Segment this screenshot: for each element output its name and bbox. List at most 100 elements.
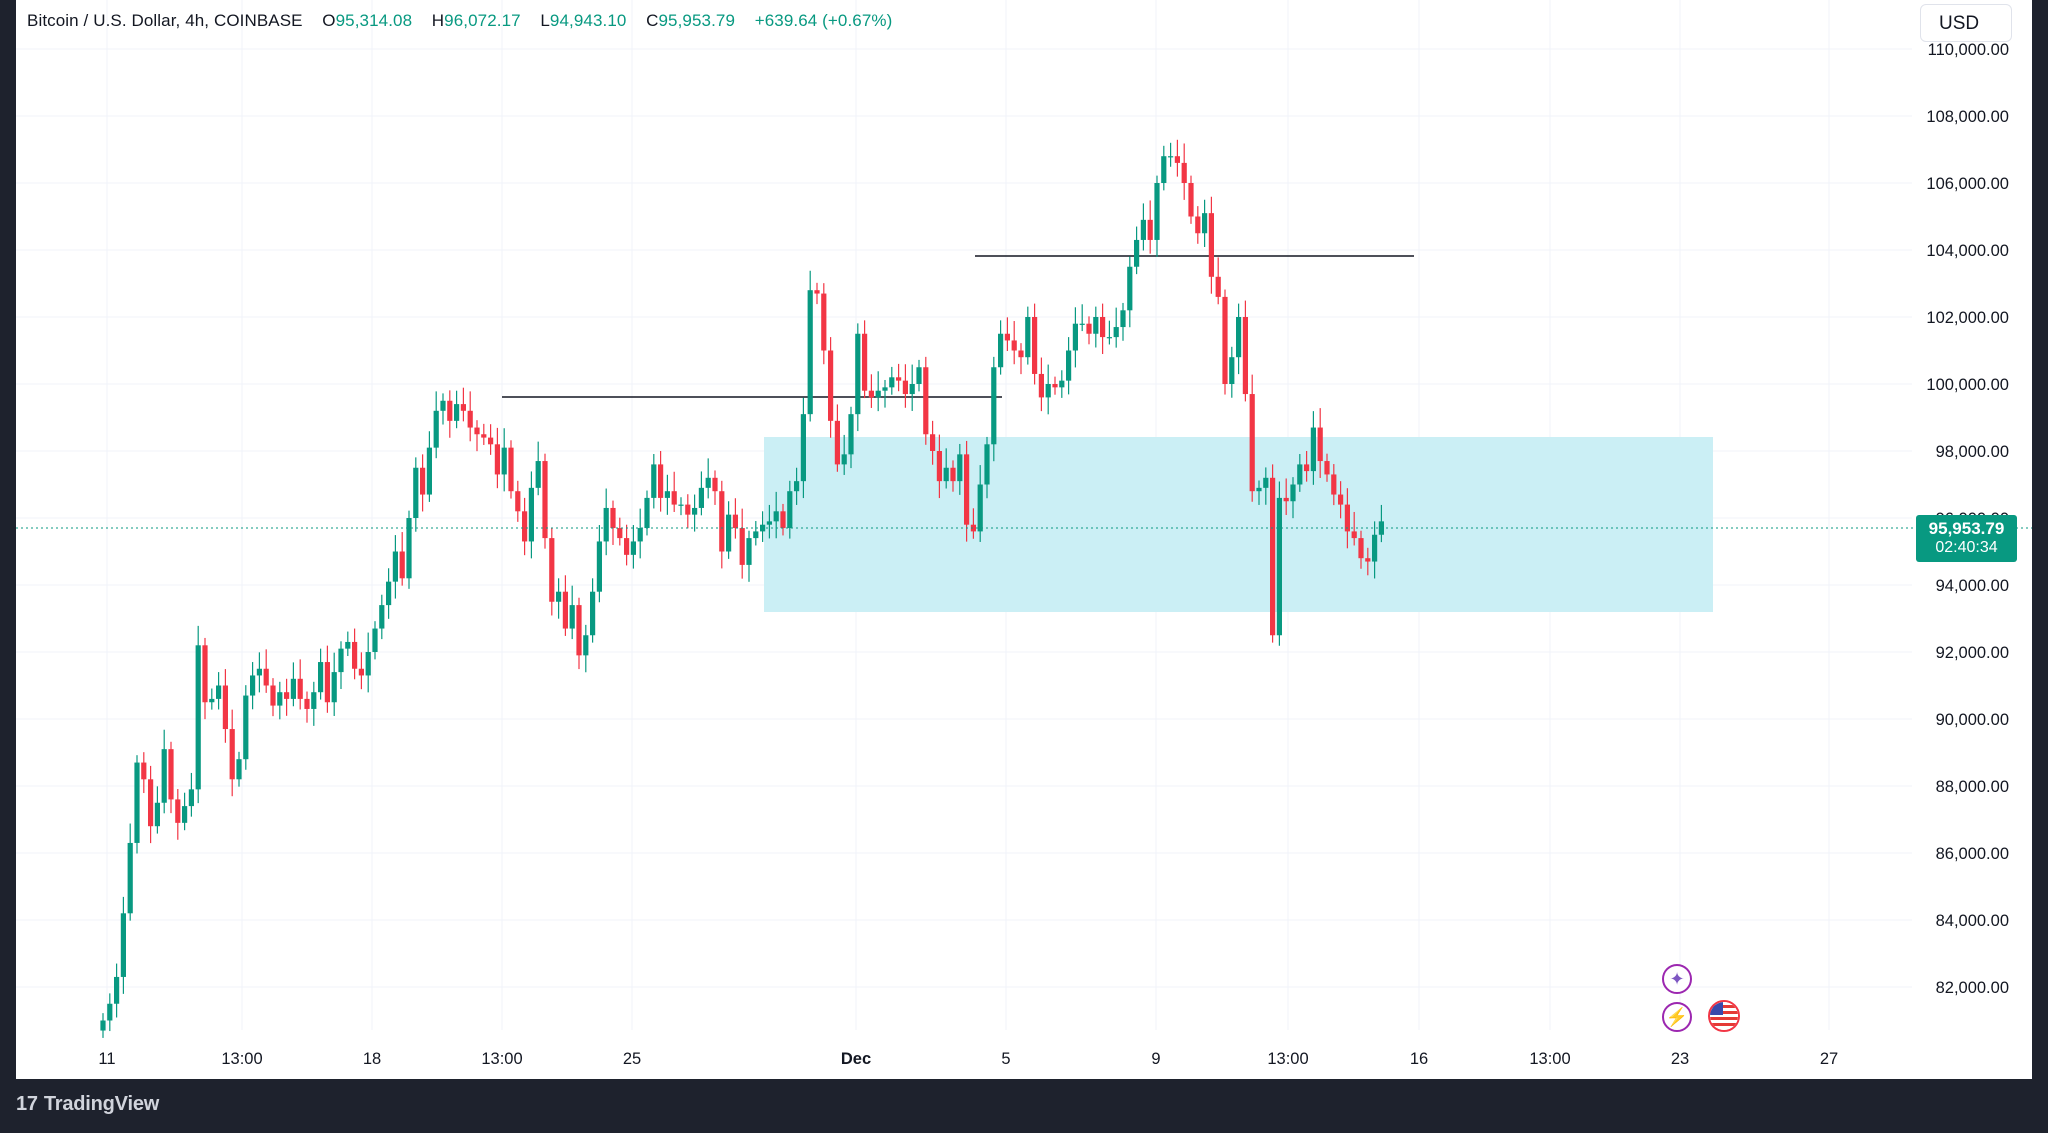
candle-body bbox=[182, 806, 188, 823]
candle-body bbox=[107, 1003, 113, 1021]
chart-area[interactable]: 82,000.00 84,000.00 86,000.00 88,000.00 90,0… bbox=[16, 0, 2032, 1079]
low-label: L bbox=[540, 11, 550, 30]
high-label: H bbox=[431, 11, 445, 30]
y-axis-tick-label: 106,000.00 bbox=[1926, 175, 2009, 193]
price-chart[interactable]: 82,000.00 84,000.00 86,000.00 88,000.00 90,0… bbox=[16, 0, 2032, 1079]
candle-body bbox=[1317, 427, 1323, 462]
footer-bar bbox=[0, 1079, 2048, 1133]
candle-body bbox=[454, 404, 460, 421]
candle-body bbox=[889, 377, 895, 388]
x-axis-tick-label: 25 bbox=[623, 1050, 641, 1068]
x-axis-tick-label: 9 bbox=[1151, 1050, 1160, 1068]
candle-body bbox=[168, 749, 174, 800]
candle-body bbox=[1304, 464, 1310, 472]
candle-body bbox=[1202, 213, 1208, 234]
candle-body bbox=[263, 668, 269, 686]
candle-body bbox=[930, 434, 936, 451]
low-value: 94,943.10 bbox=[549, 11, 627, 30]
tradingview-logo[interactable]: 17 TradingView bbox=[16, 1093, 159, 1116]
candle-body bbox=[1106, 337, 1112, 339]
y-axis-tick-label: 100,000.00 bbox=[1926, 376, 2009, 394]
candle-body bbox=[494, 444, 500, 475]
y-axis-tick-label: 86,000.00 bbox=[1936, 845, 2009, 863]
candle-body bbox=[610, 507, 616, 529]
candle-body bbox=[120, 913, 126, 977]
candle-body bbox=[1208, 213, 1214, 277]
candle-body bbox=[1025, 317, 1031, 358]
lightning-event-icon[interactable]: ⚡ bbox=[1662, 1002, 1692, 1032]
support-zone-rectangle[interactable] bbox=[764, 437, 1713, 612]
candle-body bbox=[800, 414, 806, 482]
candle-body bbox=[290, 678, 296, 699]
candle-body bbox=[950, 467, 956, 482]
candle-body bbox=[773, 511, 779, 522]
candle-body bbox=[426, 447, 432, 495]
y-axis-tick-label: 104,000.00 bbox=[1926, 242, 2009, 260]
us-flag-icon[interactable] bbox=[1708, 1000, 1740, 1032]
candle-body bbox=[1242, 317, 1248, 395]
candle-body bbox=[1066, 350, 1072, 381]
candle-body bbox=[338, 648, 344, 673]
candle-body bbox=[535, 461, 541, 488]
candle-body bbox=[1113, 327, 1119, 338]
bar-countdown: 02:40:34 bbox=[1935, 539, 1998, 556]
candle-body bbox=[991, 367, 997, 445]
candle-body bbox=[862, 333, 868, 391]
candle-body bbox=[1365, 558, 1371, 562]
candle-body bbox=[304, 698, 310, 709]
candle-body bbox=[1174, 156, 1180, 163]
candle-body bbox=[1338, 494, 1344, 505]
candle-body bbox=[583, 635, 589, 656]
candle-body bbox=[154, 802, 160, 827]
candle-body bbox=[603, 507, 609, 542]
candle-body bbox=[868, 390, 874, 398]
candle-body bbox=[630, 541, 636, 555]
candle-body bbox=[1236, 317, 1242, 358]
candle-body bbox=[161, 749, 167, 803]
candle-body bbox=[1127, 266, 1133, 311]
candle-body bbox=[569, 605, 575, 629]
candle-body bbox=[712, 477, 718, 492]
candle-body bbox=[460, 404, 466, 411]
candle-body bbox=[732, 514, 738, 529]
candle-body bbox=[209, 698, 215, 703]
candle-body bbox=[753, 531, 759, 539]
candle-body bbox=[522, 511, 528, 542]
candle-body bbox=[1195, 216, 1201, 234]
y-axis-tick-label: 94,000.00 bbox=[1936, 577, 2009, 595]
candle-body bbox=[658, 464, 664, 498]
candle-body bbox=[1344, 504, 1350, 532]
close-label: C bbox=[646, 11, 659, 30]
x-axis-tick-label: 11 bbox=[98, 1050, 115, 1068]
y-axis-tick-label: 92,000.00 bbox=[1936, 644, 2009, 662]
symbol-name[interactable]: Bitcoin / U.S. Dollar, 4h, COINBASE bbox=[27, 11, 303, 30]
sparkle-event-icon[interactable]: ✦ bbox=[1662, 964, 1692, 994]
symbol-legend[interactable]: Bitcoin / U.S. Dollar, 4h, COINBASE O95,… bbox=[27, 11, 892, 31]
candle-body bbox=[841, 454, 847, 465]
candle-body bbox=[855, 333, 861, 415]
candle-body bbox=[1270, 477, 1276, 636]
candle-body bbox=[807, 290, 813, 415]
x-axis-tick-label: Dec bbox=[841, 1050, 871, 1068]
x-axis-tick-label: 16 bbox=[1410, 1050, 1428, 1068]
candle-body bbox=[692, 507, 698, 515]
candle-body bbox=[964, 454, 970, 525]
candle-body bbox=[372, 628, 378, 652]
candle-body bbox=[780, 511, 786, 529]
candle-body bbox=[664, 491, 670, 498]
candle-body bbox=[270, 685, 276, 706]
candle-body bbox=[726, 514, 732, 552]
candle-body bbox=[148, 779, 154, 827]
x-axis-tick-label: 13:00 bbox=[481, 1050, 522, 1068]
candle-body bbox=[828, 350, 834, 421]
candle-body bbox=[542, 461, 548, 539]
candle-body bbox=[508, 447, 514, 492]
candle-body bbox=[134, 762, 140, 843]
candle-body bbox=[1276, 497, 1282, 636]
candle-body bbox=[331, 672, 337, 703]
candle-body bbox=[229, 729, 235, 780]
candle-body bbox=[318, 662, 324, 693]
candle-body bbox=[467, 410, 473, 428]
currency-button[interactable]: USD bbox=[1920, 4, 2012, 42]
high-value: 96,072.17 bbox=[444, 11, 521, 30]
